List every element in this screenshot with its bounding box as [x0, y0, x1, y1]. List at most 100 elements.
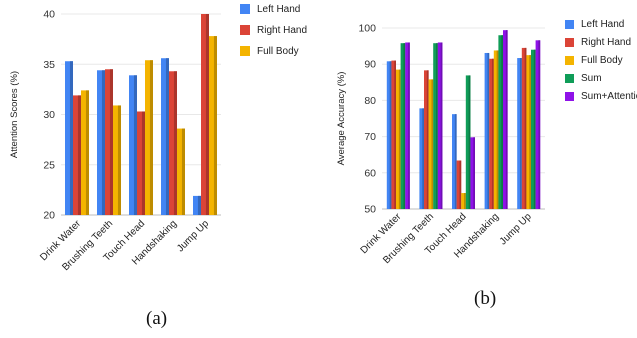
legend-label: Full Body: [581, 55, 623, 66]
legend-swatch: [565, 74, 574, 83]
legend-swatch: [565, 56, 574, 65]
bar-shade: [487, 52, 490, 210]
bar: [433, 43, 438, 210]
legend-label: Sum: [581, 73, 602, 84]
bar: [428, 79, 434, 210]
bar: [137, 111, 145, 215]
y-tick-label: 35: [43, 59, 55, 71]
bar-shade: [496, 50, 499, 209]
bar-shade: [431, 79, 434, 210]
legend-label: Full Body: [257, 46, 299, 57]
bar-shade: [394, 60, 396, 209]
bar-shade: [85, 90, 89, 215]
y-tick-label: 25: [43, 159, 55, 171]
bar: [465, 75, 471, 209]
legend-label: Right Hand: [581, 37, 631, 48]
bar: [145, 60, 153, 216]
caption-a: (a): [146, 308, 168, 329]
bar-shade: [459, 160, 462, 209]
bar-shade: [205, 14, 209, 215]
bar: [400, 43, 406, 210]
bar-shade: [133, 75, 137, 216]
y-tick-label: 60: [364, 167, 376, 179]
bar-shade: [505, 30, 508, 210]
bar-shade: [468, 75, 471, 209]
y-tick-label: 30: [43, 109, 55, 121]
bar: [503, 30, 508, 210]
y-tick-label: 40: [43, 9, 55, 21]
bar: [161, 58, 169, 215]
bar: [452, 114, 457, 209]
legend-label: Sum+Attention: [581, 91, 637, 102]
bar-shade: [436, 43, 438, 210]
y-tick-label: 50: [364, 204, 376, 216]
bar-shade: [117, 105, 121, 215]
y-axis-title: Average Accuracy (%): [336, 72, 347, 166]
bar-shade: [524, 47, 527, 209]
bar: [535, 40, 541, 209]
y-tick-label: 100: [358, 23, 376, 35]
y-tick-label: 90: [364, 59, 376, 71]
legend-swatch: [565, 92, 574, 101]
bar: [521, 47, 527, 209]
y-axis-title: Attention Scores (%): [9, 71, 20, 158]
bar-shade: [173, 71, 177, 215]
x-tick-label: Jump Up: [175, 218, 211, 254]
legend-swatch: [240, 46, 250, 56]
bar-shade: [454, 114, 457, 209]
bar: [177, 128, 185, 215]
bar-shade: [389, 61, 392, 209]
bar: [493, 50, 499, 209]
legend-label: Right Hand: [257, 25, 307, 36]
bar-shade: [101, 70, 105, 215]
bar-shade: [149, 60, 153, 216]
bar: [396, 69, 401, 209]
bar-shade: [408, 42, 410, 210]
x-tick-label: Jump Up: [498, 211, 534, 247]
bar: [531, 49, 536, 209]
bar: [470, 137, 475, 209]
legend-swatch: [240, 25, 250, 35]
bar-shade: [492, 58, 494, 209]
bar-shade: [398, 69, 401, 209]
bar-shade: [403, 43, 406, 210]
legend-label: Left Hand: [581, 19, 624, 30]
bar: [129, 75, 137, 216]
bar: [517, 58, 522, 209]
legend-label: Left Hand: [257, 4, 300, 15]
bar-shade: [181, 128, 185, 215]
legend-swatch: [240, 4, 250, 14]
bar: [456, 160, 462, 209]
bar: [73, 95, 81, 215]
bar-shade: [422, 108, 424, 209]
bar: [405, 42, 410, 210]
bar: [193, 195, 201, 215]
bar: [419, 108, 424, 209]
bar: [97, 70, 105, 215]
bar-shade: [109, 69, 113, 216]
bar: [437, 42, 443, 210]
bar-shade: [501, 35, 503, 209]
caption-b: (b): [474, 288, 497, 309]
bar-shade: [520, 58, 522, 209]
bar: [169, 71, 177, 215]
y-tick-label: 70: [364, 131, 376, 143]
bar-shade: [426, 70, 429, 209]
bar: [105, 69, 113, 216]
bar-shade: [69, 61, 73, 215]
bar-shade: [197, 195, 201, 215]
bar: [81, 90, 89, 215]
y-tick-label: 20: [43, 210, 55, 222]
bar-shade: [533, 49, 536, 209]
bar-shade: [213, 36, 217, 215]
bar: [113, 105, 121, 215]
bar: [461, 193, 466, 209]
bar-shade: [529, 55, 531, 210]
bar-shade: [538, 40, 541, 209]
bar: [484, 52, 490, 210]
bar-shade: [464, 193, 466, 209]
legend-swatch: [565, 38, 574, 47]
